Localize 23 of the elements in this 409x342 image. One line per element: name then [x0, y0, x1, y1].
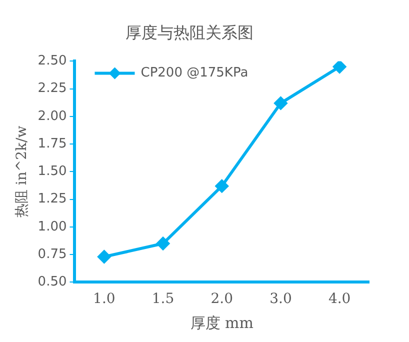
x-tick-label: 4.0 — [328, 291, 351, 308]
point — [274, 96, 288, 110]
point — [156, 237, 170, 250]
y-tick-label: 1.00 — [38, 219, 67, 234]
y-tick-label: 2.00 — [38, 108, 67, 124]
y-tick-label: 0.75 — [38, 246, 67, 262]
legend-label: CP200 @175KPa — [140, 66, 248, 81]
chart-title: 厚度与热阻关系图 — [126, 22, 254, 42]
point — [215, 180, 228, 193]
y-tick-label: 2.50 — [38, 54, 67, 69]
point — [98, 250, 111, 264]
y-tick-label: 2.25 — [38, 81, 67, 96]
x-tick-label: 3.0 — [270, 291, 292, 308]
point — [333, 61, 346, 74]
x-tick-label: 1.0 — [93, 291, 116, 308]
x-tick-label: 1.5 — [152, 291, 174, 308]
y-axis-title: 热阻 in^2k/w — [14, 126, 30, 218]
x-tick-label: 2.0 — [210, 291, 234, 308]
x-axis-title: 厚度 mm — [190, 314, 254, 332]
y-tick-label: 1.25 — [38, 192, 67, 207]
y-tick-label: 1.75 — [38, 136, 67, 152]
y-tick-label: 0.50 — [38, 274, 67, 290]
y-tick-label: 1.50 — [38, 164, 67, 180]
